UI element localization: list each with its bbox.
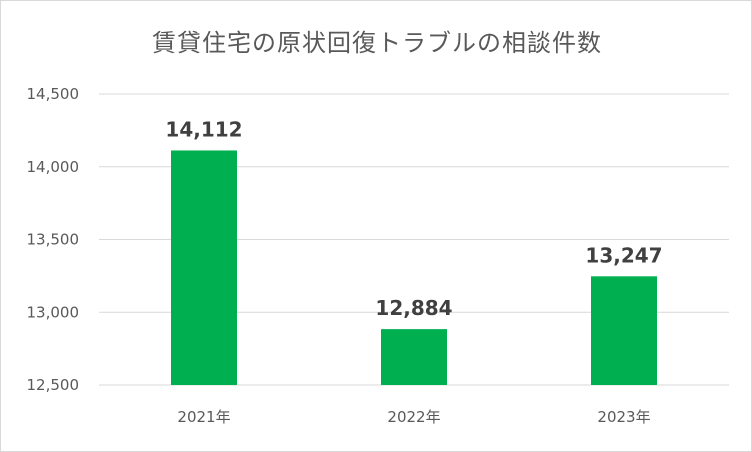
data-label-1: 14,112 bbox=[165, 117, 242, 141]
data-label-3: 13,247 bbox=[585, 243, 662, 267]
data-label-2: 12,884 bbox=[375, 296, 452, 320]
x-tick-label-1: 2021年 bbox=[177, 408, 230, 426]
y-tick-label: 14,500 bbox=[27, 85, 80, 103]
bar-1 bbox=[171, 150, 237, 385]
y-tick-label: 14,000 bbox=[27, 158, 80, 176]
bar-3 bbox=[591, 276, 657, 385]
data-labels: 14,112 12,884 13,247 bbox=[165, 117, 662, 320]
bars bbox=[171, 150, 657, 385]
y-tick-label: 13,000 bbox=[27, 303, 80, 321]
bar-2 bbox=[381, 329, 447, 385]
x-tick-label-3: 2023年 bbox=[597, 408, 650, 426]
y-tick-label: 12,500 bbox=[27, 376, 80, 394]
x-axis-tick-labels: 2021年 2022年 2023年 bbox=[177, 408, 650, 426]
y-axis-tick-labels: 12,500 13,000 13,500 14,000 14,500 bbox=[27, 85, 80, 394]
x-tick-label-2: 2022年 bbox=[387, 408, 440, 426]
chart-title: 賃貸住宅の原状回復トラブルの相談件数 bbox=[152, 29, 602, 57]
y-tick-label: 13,500 bbox=[27, 231, 80, 249]
